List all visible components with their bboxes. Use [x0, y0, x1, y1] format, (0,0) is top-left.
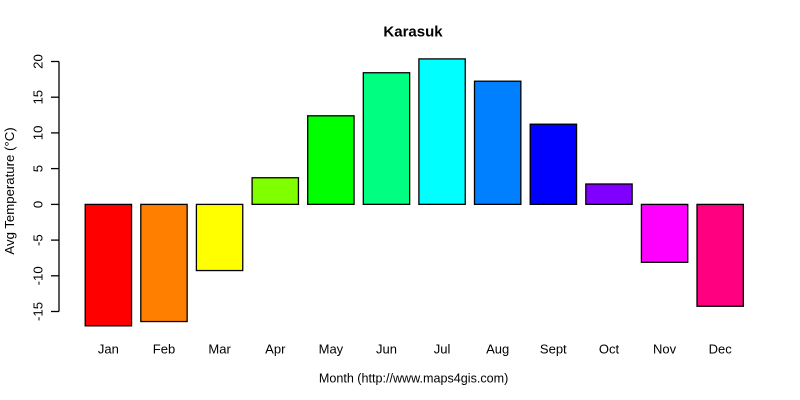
svg-text:Dec: Dec: [709, 342, 733, 357]
svg-text:Nov: Nov: [653, 342, 677, 357]
svg-text:Sept: Sept: [540, 342, 567, 357]
svg-text:Karasuk: Karasuk: [383, 24, 443, 41]
svg-text:Jun: Jun: [376, 342, 397, 357]
svg-text:Mar: Mar: [208, 342, 231, 357]
svg-text:Month (http://www.maps4gis.com: Month (http://www.maps4gis.com): [319, 370, 509, 385]
svg-text:-15: -15: [31, 302, 46, 321]
svg-text:5: 5: [31, 165, 46, 172]
svg-text:-10: -10: [31, 266, 46, 285]
svg-text:Oct: Oct: [599, 342, 620, 357]
svg-text:Aug: Aug: [486, 342, 509, 357]
svg-text:0: 0: [31, 201, 46, 208]
svg-text:Apr: Apr: [265, 342, 286, 357]
svg-text:15: 15: [31, 90, 46, 105]
svg-text:Jul: Jul: [434, 342, 451, 357]
svg-text:Avg Temperature (°C): Avg Temperature (°C): [2, 127, 17, 254]
svg-text:10: 10: [31, 126, 46, 141]
svg-text:Jan: Jan: [98, 342, 119, 357]
svg-text:-5: -5: [31, 234, 46, 246]
svg-text:May: May: [319, 342, 344, 357]
svg-text:Feb: Feb: [153, 342, 175, 357]
svg-text:20: 20: [31, 54, 46, 69]
